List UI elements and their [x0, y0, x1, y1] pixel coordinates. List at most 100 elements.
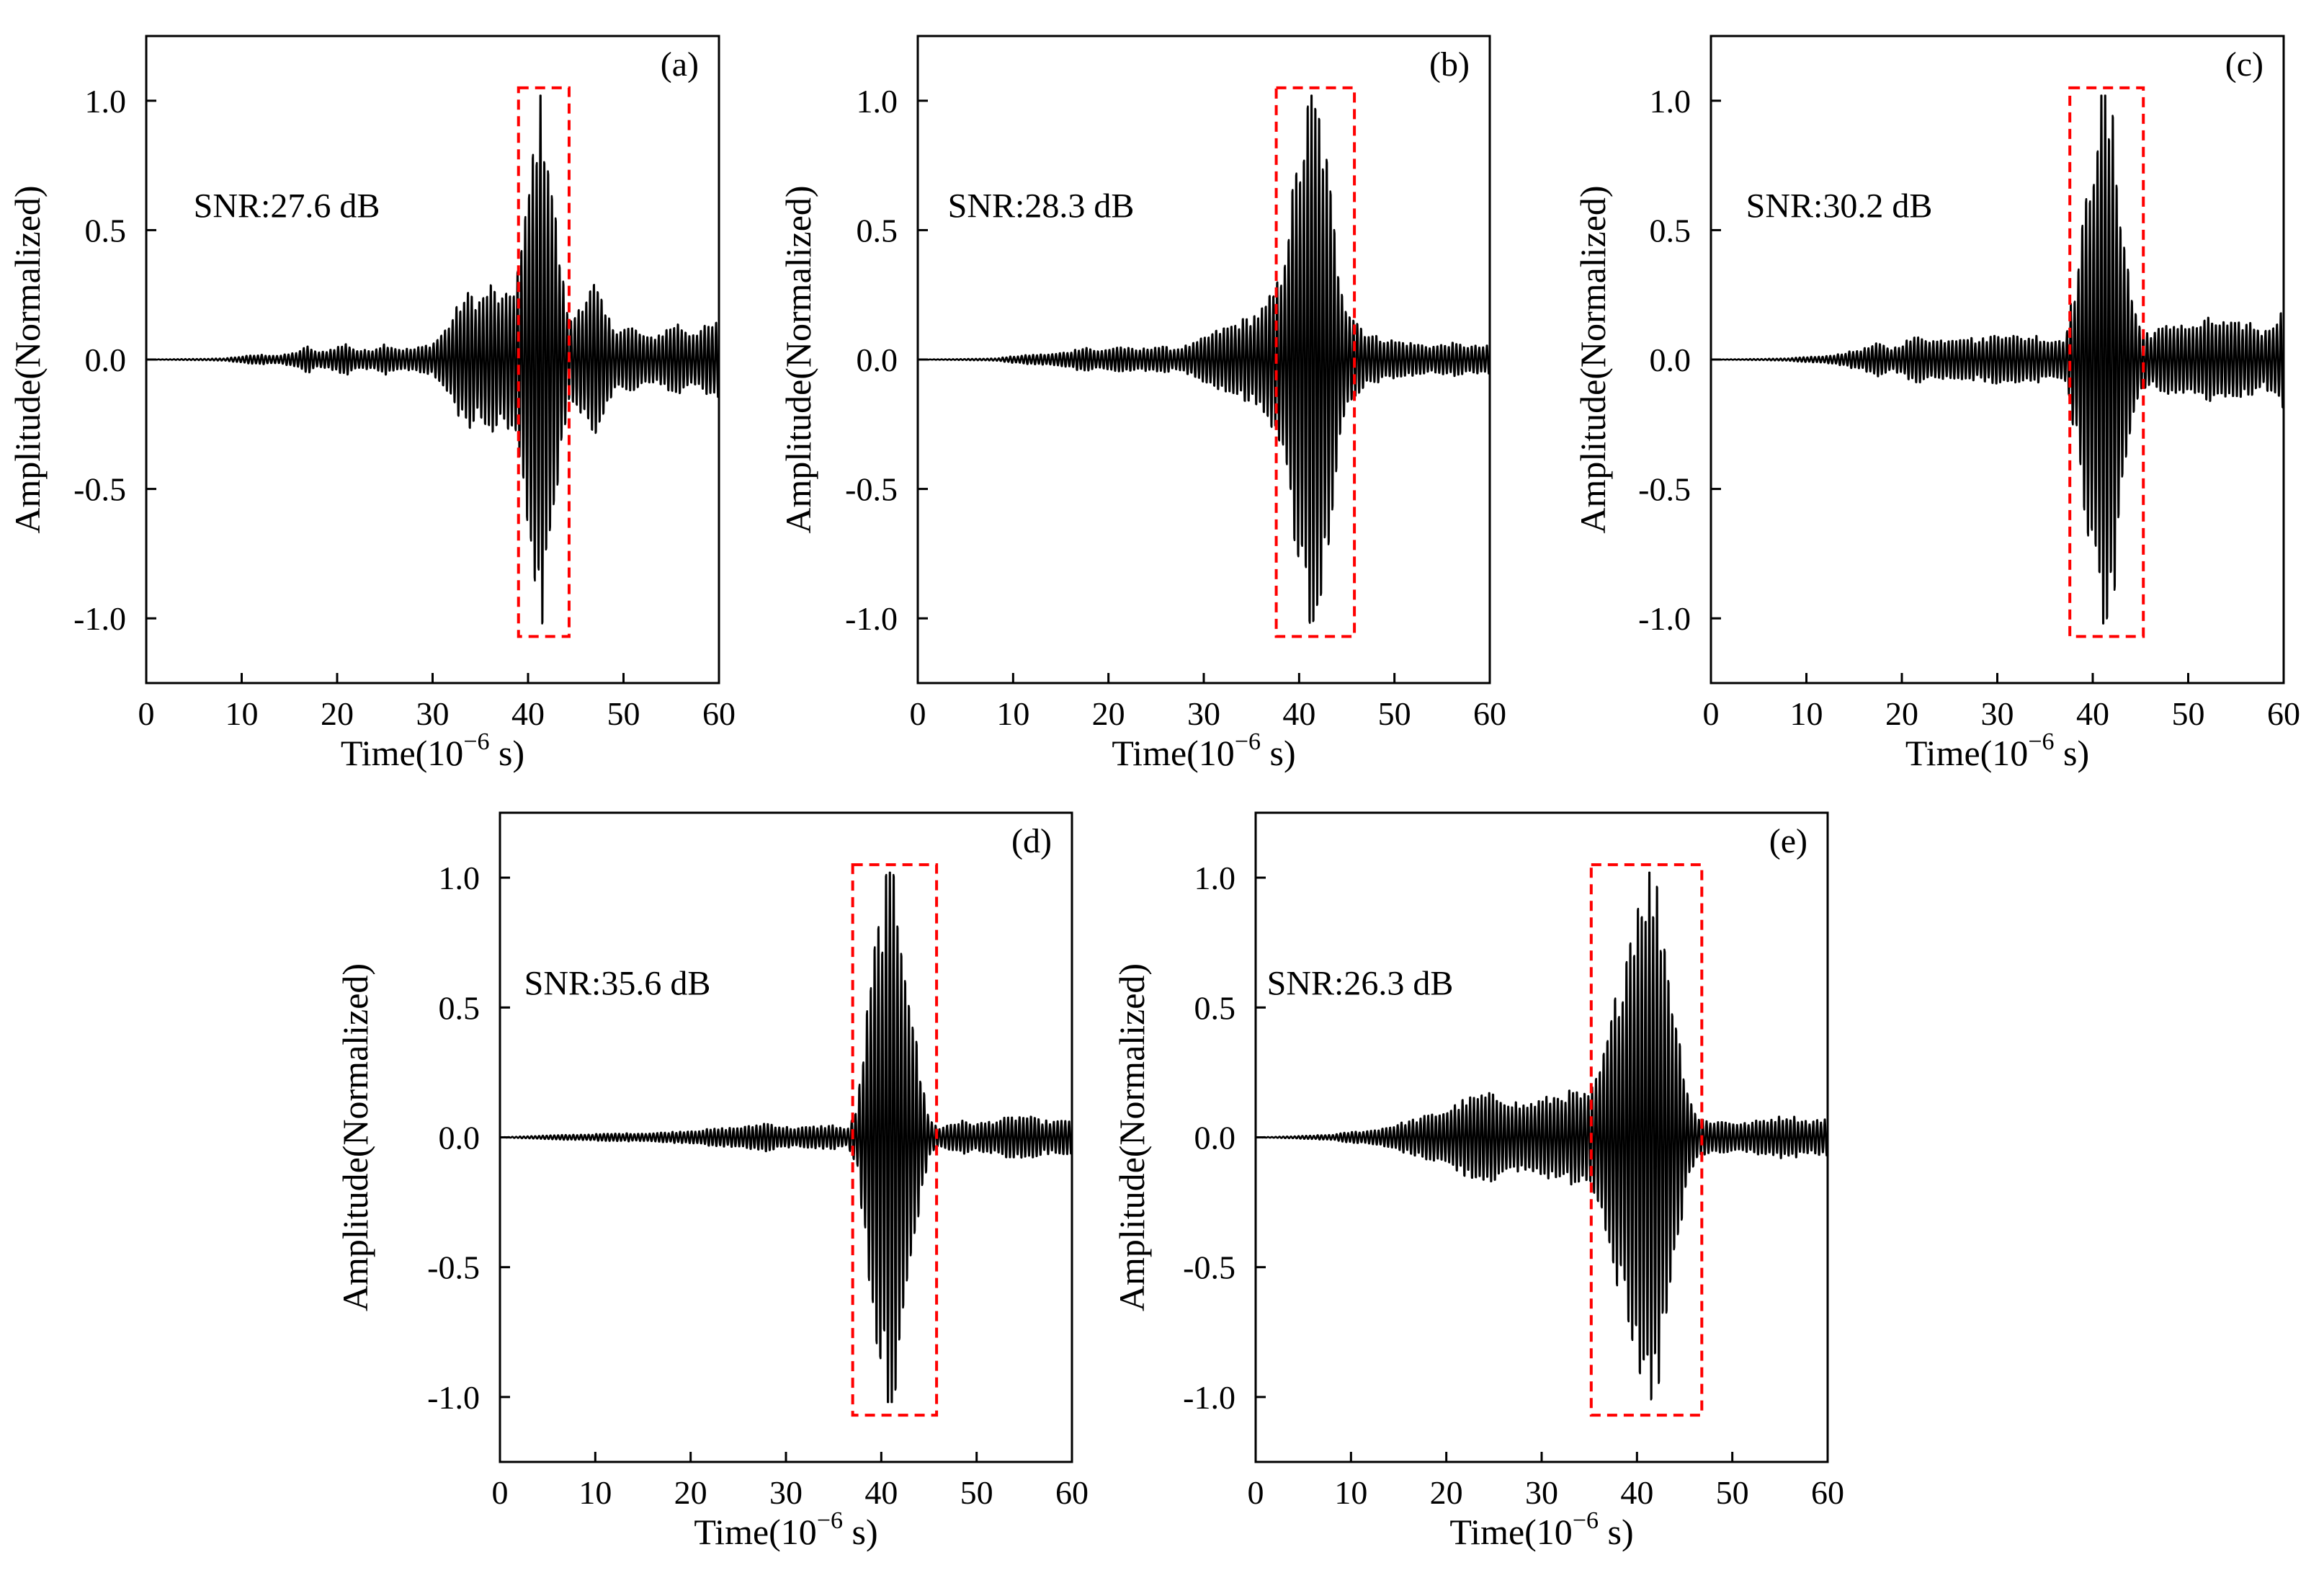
y-tick-label: -0.5	[1183, 1249, 1235, 1286]
x-tick-label: 0	[138, 695, 155, 732]
snr-annotation: SNR:27.6 dB	[194, 187, 380, 225]
x-tick-label: 50	[2172, 695, 2205, 732]
x-axis-title-main: Time(10	[1112, 733, 1234, 773]
x-tick-label: 30	[1525, 1474, 1558, 1511]
waveform-series	[146, 94, 719, 625]
y-tick-label: 1.0	[1194, 860, 1236, 896]
x-axis-title-main: Time(10	[694, 1512, 816, 1552]
highlight-window-box	[517, 86, 571, 638]
x-tick-label: 60	[1055, 1474, 1089, 1511]
snr-annotation: SNR:35.6 dB	[524, 964, 711, 1002]
x-tick-label: 30	[416, 695, 450, 732]
y-axis-title: Amplitude(Normalized)	[778, 185, 818, 533]
x-axis-title-unit: s)	[843, 1512, 878, 1552]
x-axis-title-unit: s)	[490, 733, 525, 773]
y-tick-label: 0.0	[85, 342, 127, 378]
y-tick-label: -0.5	[73, 471, 126, 508]
x-axis-title-exponent: −6	[1235, 728, 1261, 755]
panel-b: 0 10 20 30 40 50 60 1.0 0.5 0.0 -0.5 -1.0 Time(10−6 …	[778, 35, 1506, 773]
x-tick-label: 0	[1248, 1474, 1264, 1511]
y-tick-label: -1.0	[427, 1379, 480, 1416]
y-tick-label: 0.5	[1194, 989, 1236, 1026]
y-tick-label: 1.0	[439, 860, 481, 896]
x-tick-label: 10	[578, 1474, 612, 1511]
x-axis-title: Time(10−6 s)	[1449, 1507, 1633, 1552]
x-tick-label: 10	[1790, 695, 1823, 732]
y-tick-label: 0.0	[1650, 342, 1691, 378]
x-axis-title-exponent: −6	[2028, 728, 2054, 755]
panel-letter: (d)	[1011, 822, 1052, 860]
highlight-window-box	[1589, 863, 1704, 1417]
x-tick-label: 10	[225, 695, 259, 732]
x-axis-title-main: Time(10	[1449, 1512, 1572, 1552]
x-tick-label: 50	[607, 695, 640, 732]
x-tick-label: 40	[1282, 695, 1315, 732]
y-tick-label: -0.5	[845, 471, 898, 508]
waveform-series	[500, 871, 1072, 1404]
y-axis-title: Amplitude(Normalized)	[1112, 963, 1152, 1311]
x-tick-label: 30	[769, 1474, 803, 1511]
x-axis-title-unit: s)	[2055, 733, 2090, 773]
x-axis-title: Time(10−6 s)	[694, 1507, 877, 1552]
x-tick-label: 0	[1703, 695, 1720, 732]
y-tick-label: 0.5	[1650, 212, 1691, 249]
x-tick-label: 40	[864, 1474, 898, 1511]
panel-a: 0 10 20 30 40 50 60 1.0 0.5 0.0 -0.5 -1.0 Time(10−6 …	[7, 35, 736, 773]
y-tick-label: -0.5	[427, 1249, 480, 1286]
x-tick-label: 40	[1620, 1474, 1653, 1511]
x-axis-title-unit: s)	[1599, 1512, 1634, 1552]
y-tick-label: 0.0	[439, 1120, 481, 1156]
y-tick-label: 0.0	[857, 342, 898, 378]
y-tick-label: 0.0	[1194, 1120, 1236, 1156]
y-tick-label: 0.5	[439, 989, 481, 1026]
x-axis-title-main: Time(10	[341, 733, 463, 773]
x-tick-label: 40	[2076, 695, 2109, 732]
x-tick-label: 20	[1885, 695, 1918, 732]
x-tick-label: 40	[511, 695, 545, 732]
x-axis-title-exponent: −6	[1573, 1507, 1599, 1534]
y-axis-title: Amplitude(Normalized)	[335, 963, 375, 1311]
panel-letter: (c)	[2225, 45, 2263, 84]
waveform-series	[1256, 871, 1828, 1401]
x-axis-title-main: Time(10	[1905, 733, 2028, 773]
x-tick-label: 20	[1430, 1474, 1463, 1511]
panel-letter: (b)	[1429, 45, 1470, 84]
y-tick-label: -1.0	[845, 600, 898, 637]
x-tick-label: 60	[702, 695, 736, 732]
y-tick-label: 1.0	[857, 83, 898, 120]
waveform-series	[918, 94, 1490, 624]
highlight-window-box	[2068, 86, 2145, 638]
x-axis-title: Time(10−6 s)	[341, 728, 524, 773]
x-tick-label: 0	[910, 695, 926, 732]
x-tick-label: 30	[1981, 695, 2014, 732]
x-tick-label: 20	[321, 695, 354, 732]
y-tick-label: -1.0	[1638, 600, 1691, 637]
x-tick-label: 10	[1334, 1474, 1367, 1511]
y-tick-label: 0.5	[857, 212, 898, 249]
x-axis-title: Time(10−6 s)	[1905, 728, 2089, 773]
x-tick-label: 30	[1187, 695, 1220, 732]
y-tick-label: 0.5	[85, 212, 127, 249]
x-tick-label: 60	[1473, 695, 1506, 732]
x-axis-title-unit: s)	[1261, 733, 1296, 773]
x-tick-label: 50	[960, 1474, 993, 1511]
y-tick-label: -1.0	[73, 600, 126, 637]
x-tick-label: 20	[1092, 695, 1125, 732]
snr-annotation: SNR:26.3 dB	[1267, 964, 1454, 1002]
panel-e: 0 10 20 30 40 50 60 1.0 0.5 0.0 -0.5 -1.0 Time(10−6 …	[1112, 811, 1844, 1552]
snr-annotation: SNR:28.3 dB	[948, 187, 1135, 225]
x-axis-title-exponent: −6	[463, 728, 489, 755]
y-axis-title: Amplitude(Normalized)	[7, 185, 48, 533]
x-tick-label: 50	[1378, 695, 1411, 732]
highlight-window-box	[851, 863, 939, 1417]
y-axis-title: Amplitude(Normalized)	[1573, 185, 1613, 533]
panel-d: 0 10 20 30 40 50 60 1.0 0.5 0.0 -0.5 -1.0 Time(10−6 …	[335, 811, 1089, 1552]
x-axis-title: Time(10−6 s)	[1112, 728, 1295, 773]
x-tick-label: 20	[674, 1474, 707, 1511]
x-tick-label: 0	[492, 1474, 509, 1511]
y-tick-label: 1.0	[85, 83, 127, 120]
panel-c: 0 10 20 30 40 50 60 1.0 0.5 0.0 -0.5 -1.0 Time(10−6 …	[1573, 35, 2300, 773]
x-tick-label: 50	[1716, 1474, 1749, 1511]
waveform-series	[1711, 94, 2284, 625]
